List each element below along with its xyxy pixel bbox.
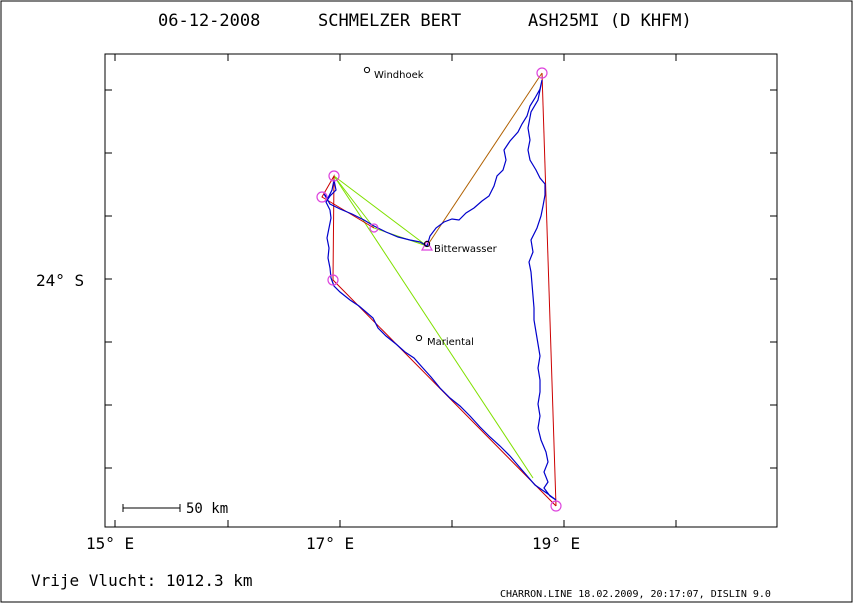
flight-date: 06-12-2008 [158,11,260,31]
turnpoint-marker [316,191,328,203]
task-legs [321,72,557,507]
credit-line: CHARRON.LINE 18.02.2009, 20:17:07, DISLI… [500,589,771,600]
turnpoint-marker [536,67,548,79]
place-bitterwasser: Bitterwasser [434,244,498,255]
flight-track [323,79,557,501]
scale-bar [122,504,181,512]
pilot-name: SCHMELZER BERT [318,11,461,31]
longitude-label-19: 19° E [532,534,580,553]
turnpoint-marker [369,223,379,233]
latitude-label: 24° S [36,271,84,290]
longitude-label-17: 17° E [306,534,354,553]
place-windhoek: Windhoek [374,70,424,81]
turnpoint-marker [328,170,340,182]
windhoek-marker [363,66,371,74]
flight-distance: Vrije Vlucht: 1012.3 km [31,571,253,590]
turnpoint-marker [550,500,562,512]
glider-id: ASH25MI (D KHFM) [528,11,692,31]
triangle-legs [333,175,534,479]
turnpoint-marker [327,274,339,286]
place-mariental: Mariental [427,337,474,348]
mariental-marker [415,334,423,342]
bitterwasser-marker [423,240,431,248]
axis-ticks [105,54,777,527]
plot-frame [104,53,778,528]
scale-bar-label: 50 km [186,501,228,517]
task-leg-start [426,72,543,247]
longitude-label-15: 15° E [86,534,134,553]
turnpoints [316,67,562,512]
